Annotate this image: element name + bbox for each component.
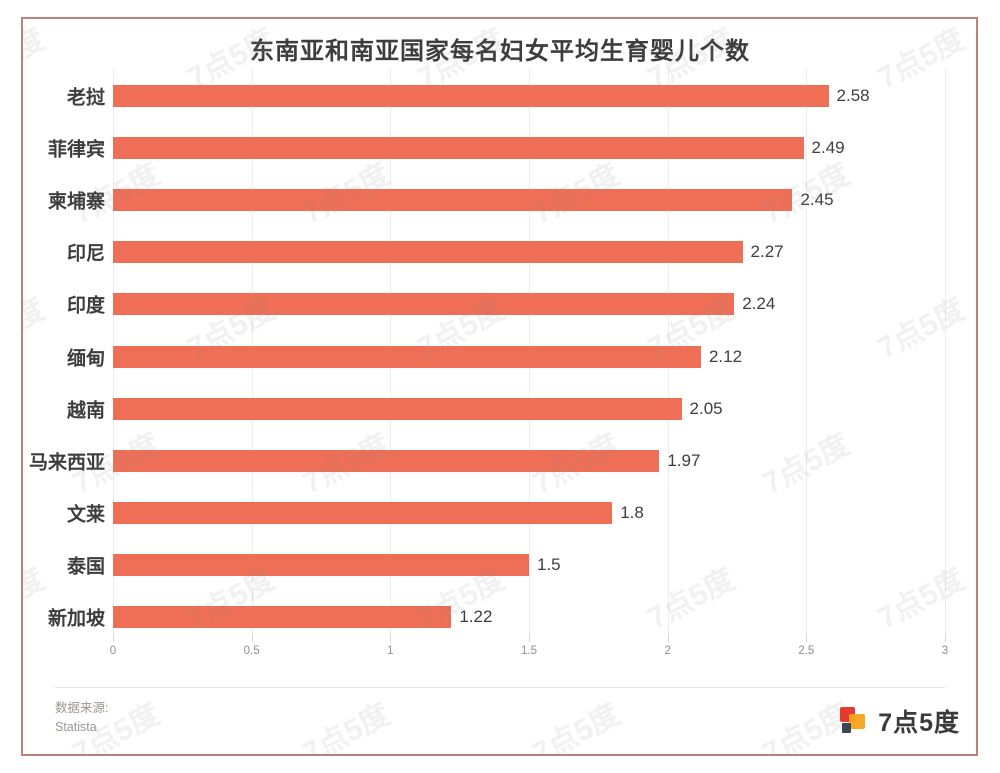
- x-tick-mark: [529, 634, 530, 642]
- value-label: 2.45: [800, 190, 834, 210]
- bar: [113, 189, 793, 212]
- x-tick-label: 0.5: [243, 645, 260, 657]
- x-tick-mark: [806, 634, 808, 642]
- value-label: 1.22: [459, 607, 493, 626]
- category-label: 缅甸: [66, 348, 105, 369]
- value-label: 2.12: [708, 346, 743, 366]
- source-name: Statista: [55, 720, 97, 734]
- x-gridline: [945, 68, 946, 634]
- bar: [113, 345, 701, 368]
- bar: [113, 606, 452, 628]
- x-tick-mark: [251, 634, 253, 642]
- category-label: 文莱: [66, 504, 105, 526]
- x-gridline: [806, 68, 808, 634]
- value-label: 1.97: [667, 450, 701, 470]
- category-label: 越南: [66, 400, 105, 422]
- brand-logo-icon: [838, 703, 872, 739]
- logo-orange-square-icon: [849, 714, 866, 729]
- x-tick-label: 2.5: [798, 645, 815, 657]
- value-label: 1.5: [537, 554, 561, 574]
- category-label: 老挝: [66, 87, 105, 109]
- x-tick-label: 3: [941, 645, 949, 657]
- brand-logo: 7点5度: [838, 703, 960, 739]
- value-label: 2.05: [689, 398, 723, 418]
- logo-dark-square-icon: [842, 723, 852, 733]
- category-label: 泰国: [66, 556, 105, 578]
- value-label: 1.8: [620, 502, 644, 522]
- category-label: 菲律宾: [47, 139, 105, 161]
- x-tick-label: 1: [387, 645, 394, 657]
- x-tick-label: 1.5: [521, 645, 537, 657]
- source-label: 数据来源:: [55, 701, 109, 715]
- value-label: 2.24: [742, 294, 776, 314]
- chart-title: 东南亚和南亚国家每名妇女平均生育婴儿个数: [250, 39, 750, 65]
- x-tick-mark: [667, 634, 669, 642]
- value-label: 2.49: [811, 138, 845, 158]
- bar: [113, 553, 529, 576]
- bar: [113, 501, 613, 524]
- bar: [113, 397, 682, 420]
- source-note: 数据来源: Statista: [55, 699, 108, 737]
- bar: [113, 241, 743, 264]
- category-label: 柬埔寨: [47, 191, 105, 213]
- category-label: 印尼: [66, 243, 105, 265]
- brand-name: 7点5度: [878, 709, 960, 737]
- x-tick-mark: [113, 634, 114, 642]
- bar: [113, 449, 660, 472]
- x-tick-label: 0: [109, 645, 117, 657]
- bar: [113, 137, 804, 160]
- bar: [113, 85, 829, 107]
- x-tick-label: 2: [664, 645, 671, 657]
- category-label: 印度: [66, 295, 105, 317]
- value-label: 2.58: [836, 86, 870, 105]
- category-label: 新加坡: [47, 608, 105, 630]
- footer-divider: [55, 687, 945, 688]
- x-tick-mark: [390, 634, 392, 642]
- category-label: 马来西亚: [28, 452, 105, 474]
- value-label: 2.27: [750, 242, 784, 262]
- bar: [113, 293, 735, 316]
- x-tick-mark: [945, 634, 946, 642]
